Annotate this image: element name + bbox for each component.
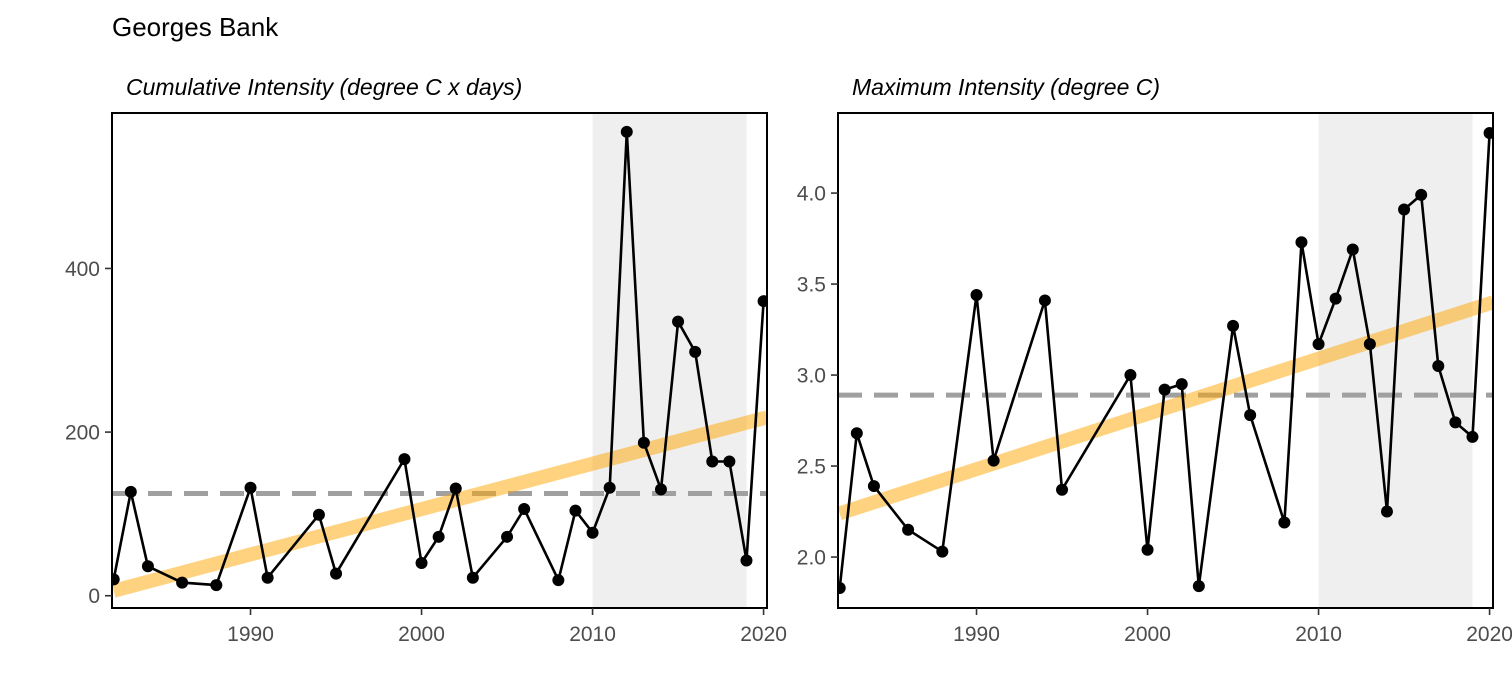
data-point [757, 295, 767, 308]
data-point [723, 455, 736, 468]
data-point [1329, 292, 1342, 305]
data-point [210, 579, 223, 592]
data-point [398, 453, 411, 466]
data-point [552, 574, 565, 587]
plot-area [112, 113, 767, 608]
highlight-span [592, 113, 747, 608]
data-point [1380, 505, 1393, 518]
y-tick-label: 3.5 [797, 274, 826, 297]
y-tick-label: 4.0 [797, 183, 826, 206]
x-tick-label: 2000 [1124, 623, 1171, 646]
chart-panel-2: Maximum Intensity (degree C) 2.0 2.5 3.0 3.5… [797, 74, 1512, 646]
data-point [1175, 378, 1188, 391]
data-point [1398, 203, 1411, 216]
y-tick-label: 0 [88, 585, 100, 608]
data-point [1244, 409, 1257, 422]
data-point [244, 481, 257, 494]
data-point [141, 560, 154, 573]
data-point [432, 530, 445, 543]
x-tick-label: 2000 [398, 623, 445, 646]
data-point [1227, 319, 1240, 332]
data-point [518, 503, 531, 515]
data-point [330, 567, 343, 580]
data-point [586, 526, 599, 539]
panel-title: Cumulative Intensity (degree C x days) [126, 74, 522, 100]
panel-border [111, 112, 768, 609]
data-point [838, 581, 846, 594]
data-point [867, 480, 880, 493]
data-point [261, 571, 274, 584]
data-point [603, 481, 616, 494]
data-point [1466, 430, 1479, 443]
data-point [936, 545, 949, 558]
y-tick-label: 2.0 [797, 547, 826, 570]
data-point [415, 557, 428, 569]
data-point [1295, 236, 1308, 249]
data-point [672, 315, 685, 328]
data-point [620, 125, 633, 138]
y-tick-label: 3.0 [797, 365, 826, 388]
data-point [176, 576, 189, 589]
data-point [1312, 338, 1325, 351]
data-point [1278, 516, 1291, 529]
data-point [312, 508, 325, 521]
trend-line [838, 295, 1493, 521]
x-tick-label: 2010 [1295, 623, 1342, 646]
data-point [124, 485, 137, 498]
data-point [569, 504, 582, 517]
data-point [970, 288, 983, 301]
data-point [1158, 383, 1171, 396]
x-tick-label: 1990 [953, 623, 1000, 646]
x-tick-label: 2010 [569, 623, 616, 646]
x-tick-label: 1990 [227, 623, 274, 646]
data-point [1449, 416, 1462, 429]
data-point [1363, 338, 1376, 351]
data-point [501, 530, 514, 543]
data-point [1415, 188, 1428, 201]
y-tick-label: 2.5 [797, 456, 826, 479]
data-point [850, 427, 863, 440]
data-point [902, 523, 915, 536]
data-point [740, 554, 753, 567]
chart-panel-1: Cumulative Intensity (degree C x days) 0 2… [65, 74, 787, 646]
data-point [112, 573, 120, 586]
plot-area [838, 113, 1493, 608]
trend-line [112, 410, 767, 598]
x-tick-label: 2020 [1466, 623, 1512, 646]
x-tick-label: 2020 [740, 623, 787, 646]
data-point [689, 345, 702, 358]
data-point [706, 455, 719, 468]
data-point [1056, 483, 1069, 496]
figure-title: Georges Bank [112, 12, 279, 42]
data-point [1038, 294, 1051, 307]
data-point [1432, 359, 1445, 372]
data-point [987, 454, 1000, 467]
data-point [1124, 369, 1137, 382]
data-point [466, 571, 479, 584]
data-point [1141, 543, 1154, 556]
data-point [1483, 127, 1493, 140]
y-tick-label: 400 [65, 258, 100, 281]
data-point [654, 483, 667, 496]
panel-border [837, 112, 1494, 609]
panel-title: Maximum Intensity (degree C) [852, 74, 1160, 100]
y-tick-label: 200 [65, 422, 100, 445]
data-point [1346, 243, 1359, 256]
data-point [637, 436, 650, 449]
data-point [449, 482, 462, 495]
data-point [1192, 580, 1205, 593]
